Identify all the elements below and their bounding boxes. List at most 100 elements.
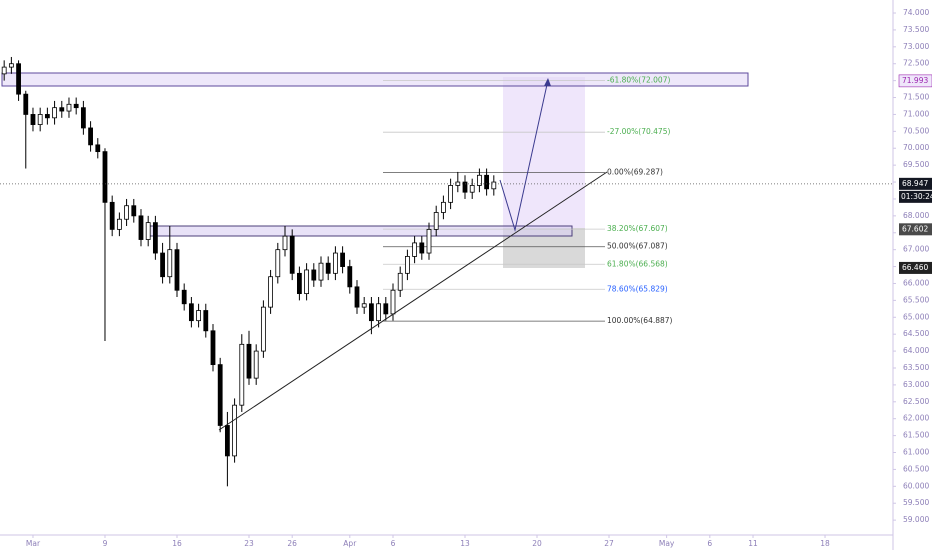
candle-body [167, 249, 173, 278]
x-tick-label: 27 [604, 539, 614, 548]
candle-body [80, 107, 86, 129]
candle-body [469, 185, 475, 193]
candle-body [102, 151, 108, 203]
x-tick-label: 23 [244, 539, 254, 548]
support-zone [149, 225, 573, 237]
y-tick-label: 71.000 [903, 109, 929, 118]
candle-body [325, 262, 331, 274]
candle-body [347, 266, 353, 288]
y-tick-label: 69.500 [903, 160, 929, 169]
candle-body [253, 350, 259, 379]
fib-label: 38.20%(67.607) [607, 224, 668, 233]
y-tick-label: 64.500 [903, 329, 929, 338]
candle-body [232, 404, 237, 457]
candle-body [181, 289, 187, 305]
candle-body [210, 330, 216, 366]
candle-body [1, 66, 7, 75]
x-tick-label: 13 [460, 539, 470, 548]
y-tick-label: 60.500 [903, 464, 929, 473]
x-tick-label: 20 [532, 539, 542, 548]
candle-body [433, 212, 439, 230]
x-tick-label: Mar [26, 539, 41, 548]
candle-body [217, 364, 223, 426]
candle-body [332, 252, 338, 274]
y-tick-label: 65.000 [903, 312, 929, 321]
fib-levels: -61.80%(72.007) -27.00%(70.475) 0.00%(69.2… [383, 75, 673, 325]
candle-body [340, 252, 345, 267]
y-tick-label: 67.000 [903, 245, 929, 254]
fib-label: 100.00%(64.887) [607, 316, 673, 325]
candle-body [44, 114, 50, 119]
y-tick-label: 61.500 [903, 431, 929, 440]
fib-label: 0.00%(69.287) [607, 167, 663, 176]
price-tag-bg [899, 177, 932, 190]
price-tag-bg [899, 223, 932, 236]
projection-path [499, 79, 549, 232]
fib-label: -27.00%(70.475) [607, 127, 670, 136]
y-tick-label: 70.000 [903, 143, 929, 152]
x-tick-label: Apr [343, 539, 357, 548]
trend-line [218, 171, 608, 431]
y-tick-label: 73.000 [903, 42, 929, 51]
candle-body [426, 228, 432, 254]
trend-drawings [218, 78, 608, 431]
y-tick-label: 60.000 [903, 481, 929, 490]
candle-body [419, 242, 425, 254]
y-tick-label: 65.500 [903, 295, 929, 304]
candle-body [174, 249, 180, 291]
candle-body [188, 303, 194, 322]
countdown-bg [899, 190, 932, 203]
candle-body [397, 272, 403, 291]
x-tick-label: 18 [820, 539, 830, 548]
candle-body [37, 114, 43, 125]
target-zone [503, 77, 585, 228]
price-tag-label: 71.993 [902, 76, 928, 85]
candle-body [282, 235, 288, 251]
x-tick-label: 9 [103, 539, 108, 548]
candle-body [109, 201, 115, 230]
resistance-zone [1, 72, 749, 87]
candle-body [152, 222, 158, 254]
y-tick-label: 66.000 [903, 278, 929, 287]
y-tick-label: 64.000 [903, 346, 929, 355]
fib-label: 78.60%(65.829) [607, 284, 668, 293]
candle-body [239, 343, 245, 406]
y-tick-label: 63.000 [903, 380, 929, 389]
candle-body [296, 272, 302, 295]
candle-body [275, 249, 281, 278]
price-tag-bg [898, 74, 932, 88]
candle-body [289, 235, 295, 274]
x-tick-label: 26 [287, 539, 297, 548]
x-tick-label: 6 [707, 539, 712, 548]
price-tag-label: 68.947 [902, 179, 928, 188]
price-tag-label: 67.602 [902, 224, 928, 233]
axes: 74.00073.50073.00072.50072.00071.50071.0… [0, 8, 932, 548]
candles [1, 56, 497, 487]
candle-body [196, 310, 201, 322]
y-tick-label: 62.500 [903, 397, 929, 406]
candle-body [311, 269, 317, 281]
candle-body [441, 201, 446, 213]
candle-body [59, 107, 65, 112]
candle-body [318, 262, 324, 281]
candle-body [145, 222, 151, 240]
y-tick-label: 71.500 [903, 93, 929, 102]
candle-body [376, 303, 381, 322]
candle-body [66, 103, 72, 112]
x-tick-label: 11 [748, 539, 758, 548]
candle-body [368, 303, 374, 322]
y-tick-label: 74.000 [903, 8, 929, 17]
x-tick-label: May [659, 539, 675, 548]
candle-body [138, 215, 144, 240]
candle-body [116, 218, 122, 230]
candle-body [268, 276, 273, 308]
y-tick-label: 73.500 [903, 25, 929, 34]
y-tick-label: 62.000 [903, 414, 929, 423]
fib-label: 50.00%(67.087) [607, 242, 668, 251]
candle-body [383, 303, 389, 315]
candle-body [405, 256, 410, 274]
y-tick-label: 63.500 [903, 363, 929, 372]
candle-body [203, 310, 209, 332]
x-tick-label: 16 [172, 539, 182, 548]
